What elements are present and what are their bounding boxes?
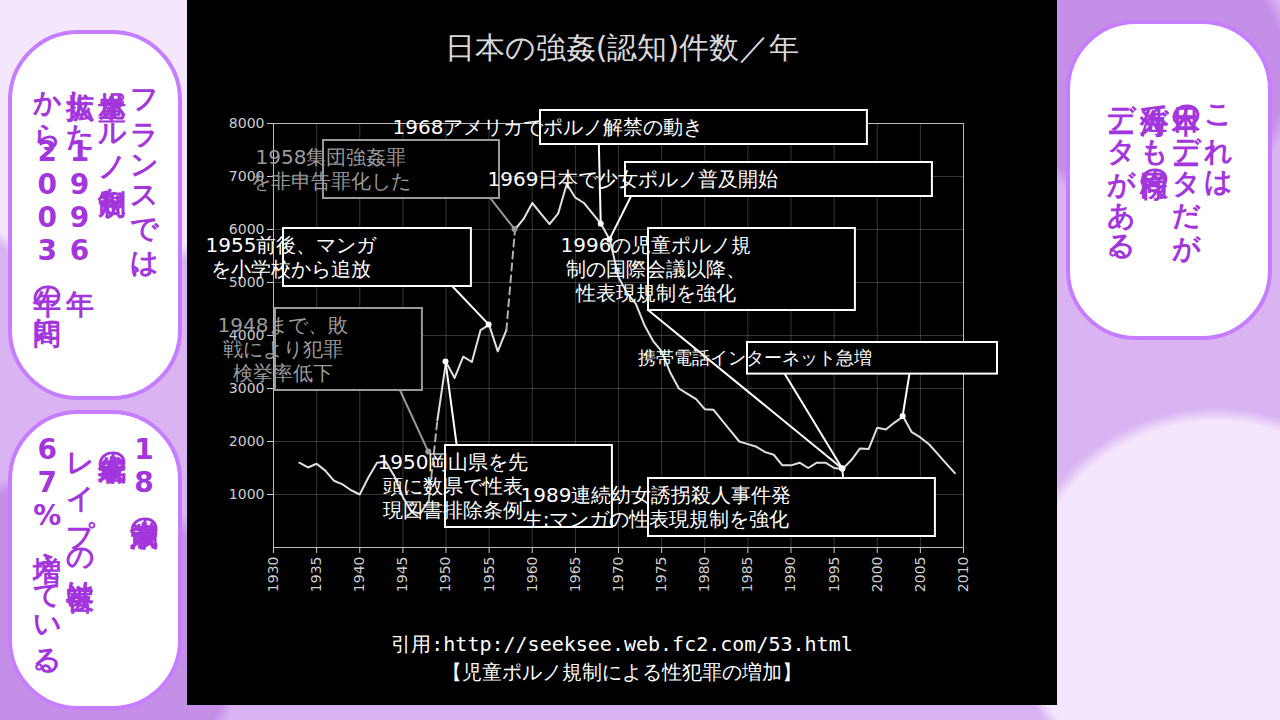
svg-text:1948まで、敗戦により犯罪検挙率低下: 1948まで、敗戦により犯罪検挙率低下 bbox=[218, 313, 349, 385]
svg-text:1935: 1935 bbox=[308, 557, 324, 593]
svg-text:7000: 7000 bbox=[228, 168, 265, 184]
html-text:フランスでは、 児童ポルノ規制を 拡大した1996年 から2: フランスでは、 児童ポルノ規制を 拡大した1996年 から2003年の間に、 bbox=[30, 71, 161, 359]
svg-text:1969日本で少女ポルノ普及開始: 1969日本で少女ポルノ普及開始 bbox=[488, 167, 779, 191]
svg-text:6000: 6000 bbox=[228, 221, 265, 237]
svg-text:携帯電話インターネット急増: 携帯電話インターネット急増 bbox=[638, 347, 872, 368]
svg-text:2000: 2000 bbox=[869, 557, 885, 593]
svg-text:2000: 2000 bbox=[229, 433, 265, 449]
html-text:【児童ポルノ規制による性犯罪の増加】: 【児童ポルノ規制による性犯罪の増加】 bbox=[442, 660, 802, 684]
svg-text:1945: 1945 bbox=[394, 557, 410, 593]
svg-text:1995: 1995 bbox=[826, 557, 842, 593]
svg-text:1958集団強姦罪を非申告罪化した: 1958集団強姦罪を非申告罪化した bbox=[251, 145, 411, 193]
html-text:日本の強姦(認知)件数／年: 日本の強姦(認知)件数／年 bbox=[444, 30, 800, 65]
svg-text:1930: 1930 bbox=[265, 557, 281, 593]
svg-text:3000: 3000 bbox=[228, 380, 265, 396]
html-text:引用:http://seeksee.web.fc2.com/: 引用:http://seeksee.web.fc2.com/53.html bbox=[391, 632, 853, 656]
svg-text:1970: 1970 bbox=[610, 557, 626, 593]
svg-text:5000: 5000 bbox=[228, 274, 265, 290]
svg-text:2010: 2010 bbox=[955, 557, 971, 593]
svg-text:1975: 1975 bbox=[653, 557, 669, 593]
svg-text:1955前後、マンガを小学校から追放: 1955前後、マンガを小学校から追放 bbox=[206, 233, 378, 281]
svg-text:1985: 1985 bbox=[739, 557, 755, 593]
html-text:18歳未満の 未成年者の レイプの被害は 67%増えている。: 18歳未満の 未成年者の レイプの被害は 67%増えている。 bbox=[30, 432, 161, 688]
svg-text:2005: 2005 bbox=[912, 557, 928, 593]
svg-text:8000: 8000 bbox=[229, 115, 265, 131]
svg-text:1989連続幼女誘拐殺人事件発生:マンガの性表現規制を強化: 1989連続幼女誘拐殺人事件発生:マンガの性表現規制を強化 bbox=[521, 483, 792, 531]
svg-text:1940: 1940 bbox=[351, 557, 367, 593]
html-text:これは 日本のデータだが 海外でも同様の データがある。: これは 日本のデータだが 海外でも同様の データがある。 bbox=[1104, 86, 1235, 274]
svg-text:1955: 1955 bbox=[481, 557, 497, 593]
svg-text:1990: 1990 bbox=[782, 557, 798, 593]
svg-text:1968アメリカでポルノ解禁の動き: 1968アメリカでポルノ解禁の動き bbox=[393, 115, 704, 139]
svg-text:1996の児童ポルノ規制の国際会議以降、性表現規制を強化: 1996の児童ポルノ規制の国際会議以降、性表現規制を強化 bbox=[561, 233, 752, 305]
svg-text:1965: 1965 bbox=[567, 557, 583, 593]
svg-text:1980: 1980 bbox=[696, 557, 712, 593]
svg-text:1950岡山県を先頭に数県で性表現図書排除条例: 1950岡山県を先頭に数県で性表現図書排除条例 bbox=[378, 450, 529, 522]
svg-text:1950: 1950 bbox=[437, 557, 453, 593]
svg-text:1960: 1960 bbox=[524, 557, 540, 593]
svg-text:1000: 1000 bbox=[229, 486, 265, 502]
